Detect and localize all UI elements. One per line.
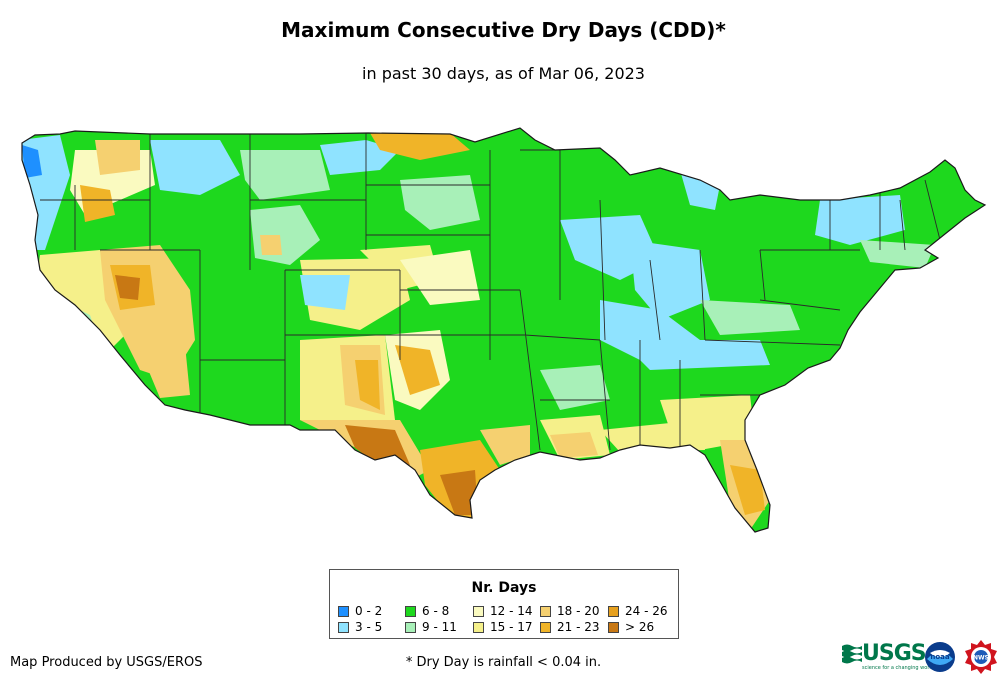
- legend-label: 15 - 17: [490, 620, 533, 634]
- usgs-logo: USGS science for a changing world: [842, 641, 934, 671]
- legend-label: 9 - 11: [422, 620, 457, 634]
- state-boundaries: [40, 133, 941, 451]
- cdd-field: [22, 128, 985, 532]
- usgs-wave-icon: [842, 644, 862, 663]
- legend-item-18-20: 18 - 20: [540, 604, 600, 618]
- map-subtitle: in past 30 days, as of Mar 06, 2023: [362, 64, 645, 83]
- legend-label: 12 - 14: [490, 604, 533, 618]
- legend-item-12-14: 12 - 14: [473, 604, 533, 618]
- credit-text: Map Produced by USGS/EROS: [10, 655, 203, 670]
- legend-label: 21 - 23: [557, 620, 600, 634]
- legend-label: 0 - 2: [355, 604, 383, 618]
- legend-label: 3 - 5: [355, 620, 383, 634]
- legend-swatch: [338, 621, 349, 633]
- legend-item-9-11: 9 - 11: [405, 620, 457, 634]
- legend-item-24-26: 24 - 26: [608, 604, 668, 618]
- legend-item-15-17: 15 - 17: [473, 620, 533, 634]
- legend-swatch: [405, 605, 416, 617]
- legend-swatch: [540, 621, 551, 633]
- legend-swatch: [338, 605, 349, 617]
- nws-logo-text: NWS: [973, 655, 989, 662]
- legend-swatch: [608, 605, 619, 617]
- noaa-logo-text: noaa: [930, 653, 950, 661]
- footnote-text: * Dry Day is rainfall < 0.04 in.: [405, 655, 602, 670]
- legend-label: 24 - 26: [625, 604, 668, 618]
- legend-item-3-5: 3 - 5: [338, 620, 382, 634]
- legend-swatch: [473, 621, 484, 633]
- legend-label: 6 - 8: [422, 604, 450, 618]
- legend-swatch: [608, 621, 619, 633]
- nws-logo-icon: NWS: [965, 640, 997, 674]
- legend-label: 18 - 20: [557, 604, 600, 618]
- legend-item-0-2: 0 - 2: [338, 604, 382, 618]
- map-title: Maximum Consecutive Dry Days (CDD)*: [281, 18, 726, 42]
- legend-title: Nr. Days: [471, 580, 537, 596]
- legend-swatch: [473, 605, 484, 617]
- legend: Nr. Days 0 - 2 3 - 5 6 - 8 9 - 11 12 - 1…: [329, 569, 679, 639]
- legend-label: > 26: [625, 620, 655, 634]
- noaa-logo-icon: noaa: [925, 642, 955, 672]
- legend-swatch: [405, 621, 416, 633]
- usgs-wordmark: USGS: [862, 641, 927, 666]
- legend-item-21-23: 21 - 23: [540, 620, 600, 634]
- legend-item-6-8: 6 - 8: [405, 604, 449, 618]
- usgs-tagline: science for a changing world: [862, 665, 934, 671]
- legend-swatch: [540, 605, 551, 617]
- legend-item-over-26: > 26: [608, 620, 654, 634]
- cdd-map: [21, 127, 986, 533]
